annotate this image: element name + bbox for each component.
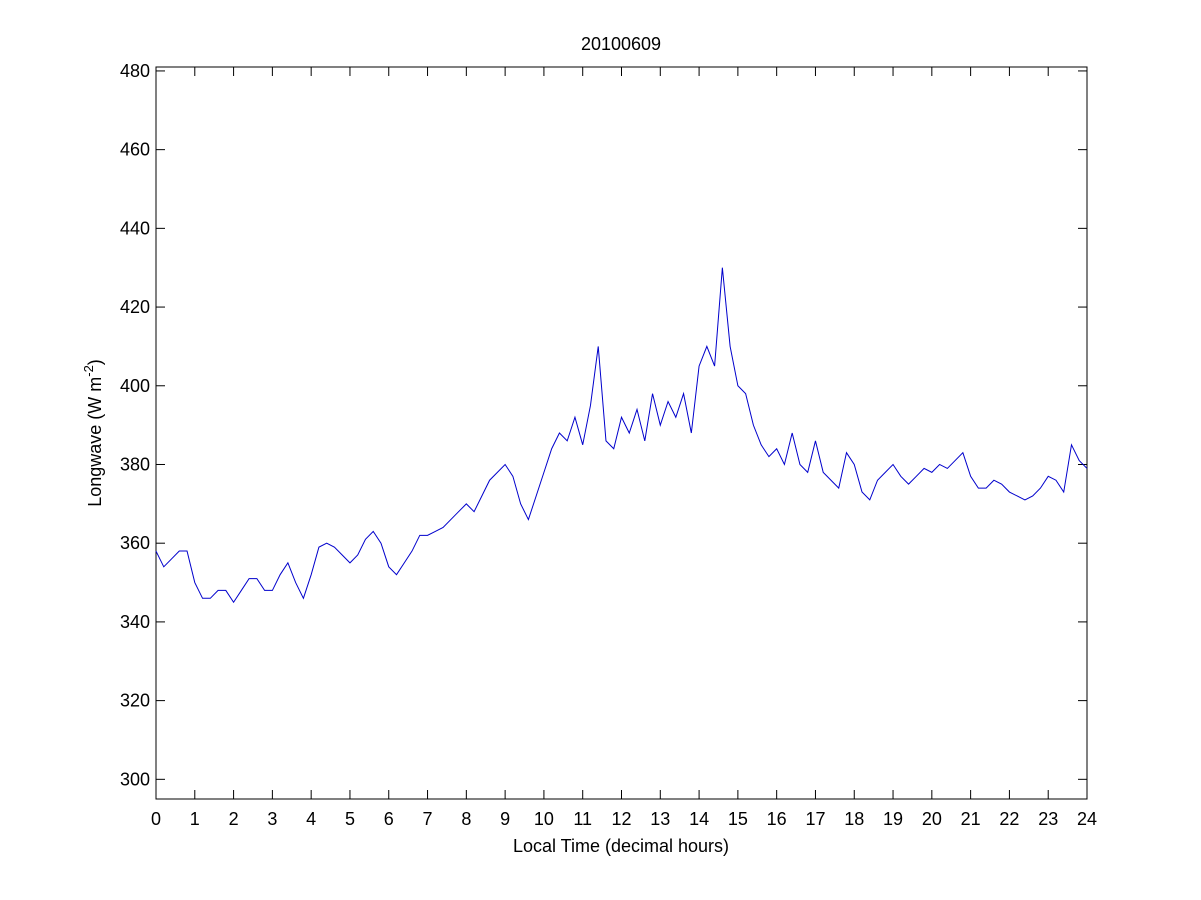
x-tick-label: 17 <box>805 809 825 829</box>
y-tick-label: 460 <box>120 140 150 160</box>
y-tick-label: 340 <box>120 612 150 632</box>
y-tick-label: 420 <box>120 297 150 317</box>
x-axis-label: Local Time (decimal hours) <box>513 836 729 856</box>
x-tick-label: 15 <box>728 809 748 829</box>
y-tick-label: 380 <box>120 454 150 474</box>
x-tick-label: 10 <box>534 809 554 829</box>
y-label-text: Longwave (W m <box>85 377 105 507</box>
x-tick-label: 9 <box>500 809 510 829</box>
y-label-sup: -2 <box>81 365 96 377</box>
y-axis-label: Longwave (W m-2) <box>81 359 105 507</box>
x-tick-label: 20 <box>922 809 942 829</box>
y-tick-label: 480 <box>120 61 150 81</box>
x-tick-label: 3 <box>267 809 277 829</box>
x-tick-label: 8 <box>461 809 471 829</box>
x-tick-label: 12 <box>611 809 631 829</box>
x-tick-label: 7 <box>423 809 433 829</box>
x-tick-label: 0 <box>151 809 161 829</box>
x-tick-label: 23 <box>1038 809 1058 829</box>
x-tick-label: 2 <box>229 809 239 829</box>
x-tick-label: 14 <box>689 809 709 829</box>
x-tick-label: 11 <box>573 809 592 829</box>
chart-title: 20100609 <box>581 34 661 54</box>
x-tick-label: 5 <box>345 809 355 829</box>
x-tick-label: 1 <box>190 809 200 829</box>
x-tick-label: 18 <box>844 809 864 829</box>
x-tick-label: 13 <box>650 809 670 829</box>
y-label-end: ) <box>85 359 105 365</box>
x-tick-label: 6 <box>384 809 394 829</box>
x-tick-label: 19 <box>883 809 903 829</box>
x-tick-label: 16 <box>767 809 787 829</box>
y-tick-label: 300 <box>120 769 150 789</box>
data-line <box>155 267 1088 604</box>
x-tick-label: 24 <box>1077 809 1097 829</box>
x-tick-label: 4 <box>306 809 316 829</box>
y-tick-label: 400 <box>120 376 150 396</box>
x-tick-label: 22 <box>999 809 1019 829</box>
y-tick-label: 440 <box>120 218 150 238</box>
y-tick-label: 360 <box>120 533 150 553</box>
y-tick-label: 320 <box>120 691 150 711</box>
x-tick-label: 21 <box>961 809 981 829</box>
